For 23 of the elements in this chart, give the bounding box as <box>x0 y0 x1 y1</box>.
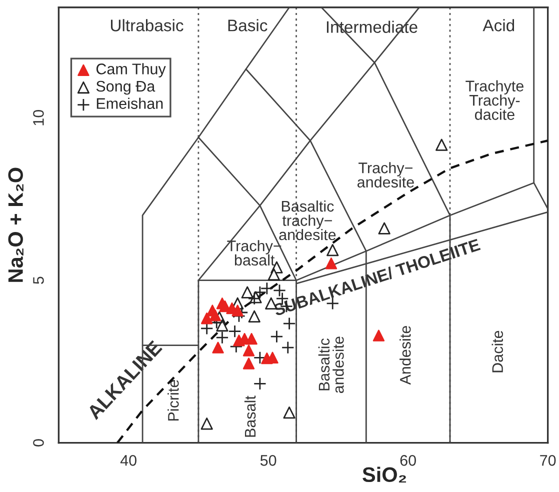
x-tick-label: 60 <box>400 455 416 466</box>
x-tick-label: 70 <box>540 455 556 466</box>
annotation: Basaltic trachy− andesite <box>279 200 336 240</box>
y-tick-label: 0 <box>33 439 44 446</box>
annotation: Basaltic andesite <box>318 336 344 394</box>
annotation: Ultrabasic <box>110 19 184 32</box>
annotation: Basalt <box>244 396 256 437</box>
annotation: Dacite <box>492 330 504 372</box>
y-axis-title: Na₂O + K₂O <box>8 168 24 282</box>
annotation: Basic <box>228 19 268 32</box>
annotation: Trachy− andesite <box>357 162 414 188</box>
legend-label: Cam Thuy <box>96 63 166 78</box>
x-axis-title: SiO₂ <box>362 466 406 482</box>
annotation: Picrite <box>168 380 179 421</box>
annotation: Andesite <box>400 326 411 385</box>
annotation: Acid <box>482 19 514 32</box>
legend-label: Emeishan <box>96 98 163 109</box>
annotation: Trachyte Trachy- dacite <box>466 80 524 120</box>
x-tick-label: 40 <box>120 455 136 466</box>
legend-label: Song Đa <box>96 80 156 95</box>
x-tick-label: 50 <box>260 455 276 466</box>
y-tick-label: 10 <box>33 110 44 126</box>
y-tick-label: 5 <box>33 276 44 284</box>
